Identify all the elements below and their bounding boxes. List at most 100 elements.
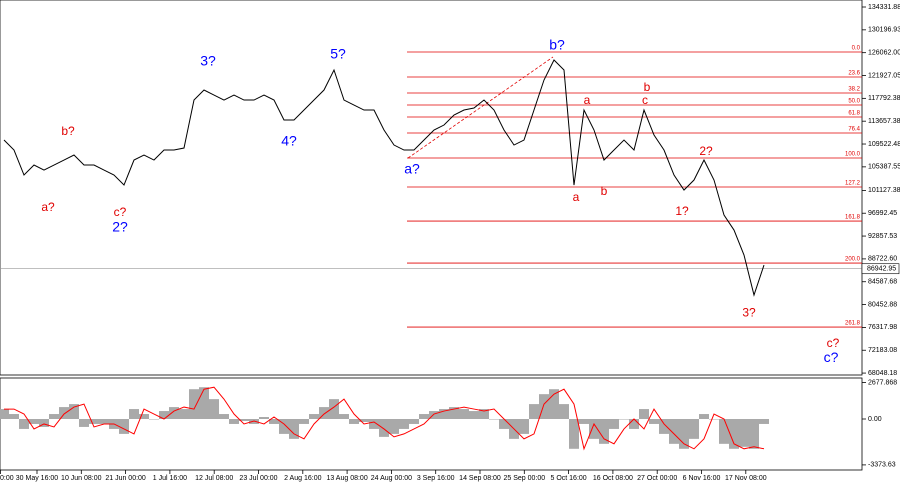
oscillator-bar — [489, 418, 499, 420]
fib-label: 161.8 — [845, 215, 861, 221]
oscillator-bar — [689, 418, 699, 439]
oscillator-bar — [649, 418, 659, 424]
oscillator-bar — [719, 418, 729, 444]
oscillator-bar — [439, 409, 449, 419]
oscillator-bar — [379, 418, 389, 437]
oscillator-bar — [449, 407, 459, 419]
oscillator-bar — [619, 418, 629, 420]
y-tick-label: 88722.60 — [868, 256, 897, 263]
oscillator-bar — [529, 404, 539, 419]
wave-label: b — [644, 80, 651, 94]
last-price-label: 86942.95 — [867, 266, 896, 273]
fib-label: 50.0 — [848, 99, 860, 105]
oscillator-bar — [479, 409, 489, 419]
y-tick-label: 105387.55 — [868, 164, 900, 171]
wave-label: 1? — [675, 204, 689, 218]
oscillator-bar — [309, 414, 319, 419]
oscillator-bar — [279, 418, 289, 434]
oscillator-bar — [519, 418, 529, 434]
oscillator-bar — [149, 418, 159, 420]
price-panel — [0, 0, 863, 376]
fib-label: 100.0 — [845, 152, 861, 158]
wave-label: a? — [41, 200, 55, 214]
oscillator-bar — [9, 414, 19, 419]
wave-label: a? — [404, 161, 420, 177]
oscillator-bar — [389, 418, 399, 434]
oscillator-bar — [269, 418, 279, 424]
oscillator-bar — [39, 418, 49, 427]
oscillator-bar — [759, 418, 769, 424]
oscillator-bar — [469, 411, 479, 419]
oscillator-bar — [339, 414, 349, 419]
oscillator-bar — [169, 407, 179, 419]
y-tick-label: 117792.38 — [868, 95, 900, 102]
x-tick-label: 2 Aug 16:00 — [284, 475, 321, 482]
y-tick-label: 101127.38 — [868, 187, 900, 194]
x-tick-label: 24 Aug 00:00 — [371, 475, 412, 482]
x-tick-label: 5 Oct 16:00 — [550, 475, 586, 482]
y-tick-label: 113657.38 — [868, 118, 900, 125]
y-tick-label: 92857.53 — [868, 233, 897, 240]
wave-label: 3? — [200, 53, 216, 69]
y-tick-label: 96992.45 — [868, 210, 897, 217]
x-tick-label: 0:00 — [0, 475, 14, 482]
x-tick-label: 10 Jun 08:00 — [61, 475, 102, 482]
oscillator-bar — [579, 418, 589, 424]
wave-label: 4? — [281, 133, 297, 149]
oscillator-bar — [49, 414, 59, 419]
y-tick-label: 76317.98 — [868, 324, 897, 331]
oscillator-bar — [749, 418, 759, 449]
last-price-box — [861, 263, 900, 275]
signal-line — [4, 386, 765, 451]
oscillator-bar — [629, 418, 639, 429]
wave-label: c — [642, 93, 648, 107]
oscillator-bar — [399, 418, 409, 429]
oscillator-bar — [299, 418, 309, 424]
oscillator-bar — [569, 418, 579, 449]
x-tick-label: 1 Jul 16:00 — [153, 475, 187, 482]
wave-label: 2? — [699, 144, 713, 158]
oscillator-bar — [609, 418, 619, 429]
fib-label: 38.2 — [848, 87, 860, 93]
y-tick-label: 2677.868 — [868, 379, 897, 386]
oscillator-bar — [699, 414, 709, 419]
y-tick-label: 126062.00 — [868, 50, 900, 57]
oscillator-panel — [0, 377, 863, 471]
x-tick-label: 14 Sep 08:00 — [459, 475, 501, 482]
x-tick-label: 25 Sep 00:00 — [503, 475, 545, 482]
wave-label: c? — [827, 336, 840, 350]
oscillator-bar — [189, 389, 199, 419]
oscillator-bar — [199, 387, 209, 419]
oscillator-bar — [319, 407, 329, 419]
oscillator-bar — [639, 409, 649, 419]
oscillator-bar — [599, 418, 609, 444]
x-tick-label: 12 Jul 08:00 — [195, 475, 233, 482]
wave-label: 2? — [112, 219, 128, 235]
fib-label: 200.0 — [845, 257, 861, 263]
oscillator-bar — [329, 399, 339, 419]
oscillator-bar — [19, 418, 29, 429]
oscillator-bar — [219, 414, 229, 419]
y-tick-label: -3373.63 — [868, 462, 896, 469]
oscillator-bar — [159, 411, 169, 419]
wave-label: b? — [61, 124, 75, 138]
y-tick-label: 68048.18 — [868, 370, 897, 377]
oscillator-bar — [369, 418, 379, 429]
oscillator-bar — [179, 409, 189, 419]
oscillator-bar — [499, 418, 509, 429]
price-line — [3, 59, 765, 297]
oscillator-bar — [549, 389, 559, 419]
oscillator-bar — [539, 394, 549, 419]
wave-label: c? — [114, 205, 127, 219]
oscillator-bar — [229, 418, 239, 424]
oscillator-bar — [669, 418, 679, 444]
y-tick-label: 80452.88 — [868, 301, 897, 308]
y-tick-label: 130196.93 — [868, 27, 900, 34]
y-tick-label: 84587.68 — [868, 279, 897, 286]
wave-label: 5? — [330, 46, 346, 62]
oscillator-bar — [119, 418, 129, 434]
y-tick-label: 134331.88 — [868, 4, 900, 11]
oscillator-bar — [129, 409, 139, 419]
fib-label: 76.4 — [848, 127, 860, 133]
oscillator-bar — [289, 418, 299, 439]
